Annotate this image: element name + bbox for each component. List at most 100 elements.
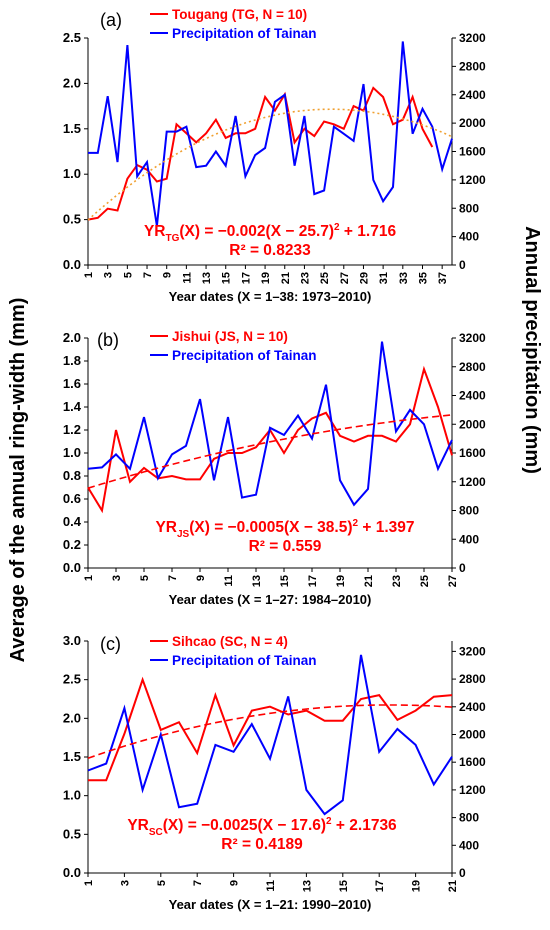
y2-tick-label: 1600 — [459, 755, 486, 769]
equation-part: + 2.1736 — [332, 817, 397, 834]
y-tick-label: 1.5 — [63, 121, 81, 136]
legend-label: Tougang (TG, N = 10) — [172, 7, 307, 22]
x-tick-label: 15 — [279, 575, 291, 587]
equation-part: + 1.397 — [358, 519, 414, 536]
y-tick-label: 2.0 — [63, 75, 81, 90]
y2-tick-label: 2400 — [459, 700, 486, 714]
x-tick-label: 27 — [447, 575, 459, 587]
series-line — [87, 86, 434, 221]
r-squared: R² = 0.8233 — [229, 242, 311, 259]
y-axis-title: Average of the annual ring-width (mm) — [7, 298, 29, 663]
x-tick-label: 5 — [156, 880, 168, 886]
x-axis-title: Year dates (X = 1–27: 1984–2010) — [169, 592, 372, 607]
x-tick-label: 13 — [201, 272, 213, 284]
x-tick-label: 3 — [103, 272, 115, 278]
y2-tick-label: 0 — [459, 258, 466, 272]
y-tick-label: 0.2 — [63, 537, 81, 552]
y2-tick-label: 2800 — [459, 672, 486, 686]
panel-label: (a) — [100, 10, 122, 30]
series-line — [88, 676, 453, 782]
legend-label: Sihcao (SC, N = 4) — [172, 634, 288, 649]
series-line — [87, 654, 453, 816]
x-tick-label: 7 — [142, 272, 154, 278]
x-tick-label: 15 — [338, 880, 350, 892]
legend-label: Precipitation of Tainan — [172, 348, 317, 363]
x-tick-label: 1 — [83, 272, 95, 278]
x-axis-title: Year dates (X = 1–21: 1990–2010) — [169, 897, 372, 912]
y2-tick-label: 2400 — [459, 88, 486, 102]
x-tick-label: 5 — [122, 272, 134, 278]
panel-label: (c) — [100, 634, 121, 654]
y2-tick-label: 2800 — [459, 59, 486, 73]
y2-tick-label: 2400 — [459, 389, 486, 403]
equation: YRTG(X) = −0.002(X − 25.7)2 + 1.716 — [144, 222, 397, 244]
trend-line — [87, 704, 453, 759]
x-tick-label: 9 — [195, 575, 207, 581]
y-tick-label: 1.2 — [63, 422, 81, 437]
equation-part: 2 — [353, 518, 359, 529]
y2-tick-label: 800 — [459, 504, 479, 518]
y-tick-label: 1.0 — [63, 445, 81, 460]
equation-part: (X) = −0.002(X − 25.7) — [179, 223, 334, 240]
x-tick-label: 31 — [378, 272, 390, 284]
x-tick-label: 33 — [398, 272, 410, 284]
legend-label: Jishui (JS, N = 10) — [172, 329, 288, 344]
y2-tick-label: 2000 — [459, 116, 486, 130]
x-tick-label: 15 — [221, 272, 233, 284]
equation-part: JS — [177, 529, 190, 540]
x-tick-label: 25 — [319, 272, 331, 284]
x-tick-label: 13 — [251, 575, 263, 587]
x-tick-label: 23 — [391, 575, 403, 587]
x-tick-label: 21 — [447, 880, 459, 892]
x-tick-label: 1 — [83, 575, 95, 581]
y-tick-label: 0.4 — [63, 514, 82, 529]
y2-tick-label: 0 — [459, 866, 466, 880]
y-tick-label: 1.6 — [63, 376, 81, 391]
x-tick-label: 11 — [181, 272, 193, 284]
trend-line — [87, 414, 453, 489]
x-tick-label: 17 — [307, 575, 319, 587]
x-axis-title: Year dates (X = 1–38: 1973–2010) — [169, 289, 372, 304]
x-tick-label: 35 — [417, 272, 429, 284]
y2-tick-label: 400 — [459, 230, 479, 244]
x-tick-label: 17 — [240, 272, 252, 284]
y2-tick-label: 1600 — [459, 446, 486, 460]
y2-tick-label: 3200 — [459, 644, 486, 658]
equation-part: YR — [127, 817, 149, 834]
equation-part: 2 — [334, 222, 340, 233]
y2-tick-label: 800 — [459, 201, 479, 215]
equation: YRSC(X) = −0.0025(X − 17.6)2 + 2.1736 — [127, 816, 397, 838]
series-line — [87, 365, 453, 514]
y-tick-label: 0.0 — [63, 865, 81, 880]
legend-label: Precipitation of Tainan — [172, 26, 317, 41]
y-tick-label: 1.5 — [63, 749, 81, 764]
x-tick-label: 3 — [111, 575, 123, 581]
y-tick-label: 0.5 — [63, 826, 81, 841]
panel-label: (b) — [97, 330, 119, 350]
x-tick-label: 19 — [260, 272, 272, 284]
x-tick-label: 37 — [437, 272, 449, 284]
series-line — [88, 41, 453, 227]
y-tick-label: 2.5 — [63, 672, 81, 687]
y-tick-label: 1.0 — [63, 166, 81, 181]
y-tick-label: 0.6 — [63, 491, 81, 506]
x-tick-label: 3 — [119, 880, 131, 886]
y2-tick-label: 1200 — [459, 475, 486, 489]
y2-tick-label: 2000 — [459, 417, 486, 431]
x-tick-label: 9 — [162, 272, 174, 278]
y2-tick-label: 3200 — [459, 31, 486, 45]
y-tick-label: 0.8 — [63, 468, 81, 483]
y-tick-label: 0.0 — [63, 560, 81, 575]
x-tick-label: 19 — [335, 575, 347, 587]
y-tick-label: 2.5 — [63, 30, 81, 45]
x-tick-label: 9 — [229, 880, 241, 886]
equation: YRJS(X) = −0.0005(X − 38.5)2 + 1.397 — [155, 518, 414, 540]
y2-tick-label: 1600 — [459, 145, 486, 159]
y-tick-label: 1.8 — [63, 353, 81, 368]
y2-tick-label: 800 — [459, 811, 479, 825]
x-tick-label: 7 — [167, 575, 179, 581]
y2-axis-title: Annual precipitation (mm) — [521, 226, 543, 474]
series-line — [87, 341, 453, 507]
x-tick-label: 21 — [363, 575, 375, 587]
